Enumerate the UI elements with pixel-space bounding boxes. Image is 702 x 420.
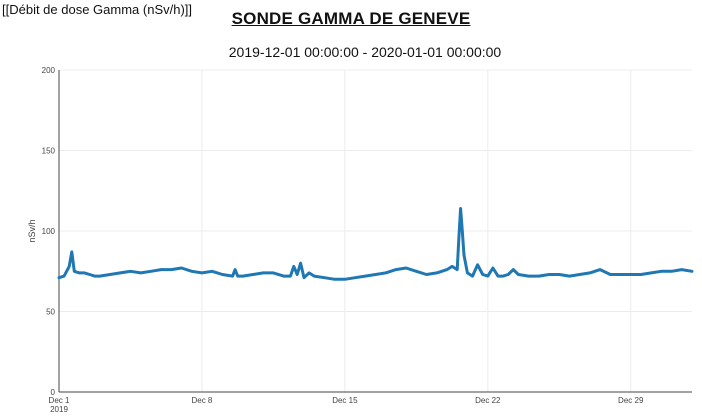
series-line <box>57 207 694 281</box>
x-tick-sublabel: 2019 <box>50 405 68 414</box>
y-tick-label: 50 <box>46 308 55 317</box>
x-tick-label: Dec 29 <box>618 396 644 405</box>
y-tick-label: 0 <box>51 388 56 397</box>
y-axis-label: nSv/h <box>27 219 37 242</box>
y-tick-label: 150 <box>42 147 56 156</box>
x-tick-label: Dec 15 <box>332 396 358 405</box>
x-tick-label: Dec 8 <box>191 396 212 405</box>
y-tick-label: 100 <box>42 227 56 236</box>
x-tick-label: Dec 22 <box>475 396 501 405</box>
chart-title: SONDE GAMMA DE GENEVE <box>231 9 471 28</box>
date-range-subtitle: 2019-12-01 00:00:00 - 2020-01-01 00:00:0… <box>228 44 502 60</box>
chart-corner-label: [[Débit de dose Gamma (nSv/h)]] <box>2 2 193 17</box>
x-tick-label: Dec 1 <box>49 396 70 405</box>
y-tick-label: 200 <box>42 66 56 75</box>
